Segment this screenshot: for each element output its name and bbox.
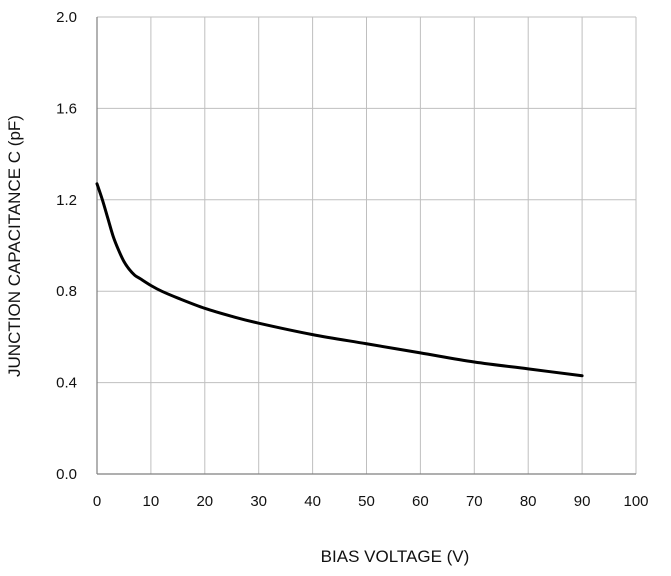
y-tick-label: 1.6 (56, 100, 77, 117)
x-tick-label: 0 (93, 493, 101, 510)
y-tick-label: 0.4 (56, 375, 77, 392)
y-tick-label: 1.2 (56, 192, 77, 209)
grid (96, 16, 637, 475)
x-tick-label: 20 (196, 493, 213, 510)
y-tick-label: 2.0 (56, 9, 77, 26)
x-tick-label: 10 (143, 493, 160, 510)
x-tick-label: 100 (623, 493, 648, 510)
plot-frame (96, 17, 636, 475)
series-layer (95, 182, 584, 378)
y-tick-label: 0.8 (56, 283, 77, 300)
y-tick-labels: 0.0 0.4 0.8 1.2 1.6 2.0 (56, 9, 77, 483)
x-tick-labels: 0 10 20 30 40 50 60 70 80 90 100 (93, 493, 649, 510)
x-tick-label: 90 (574, 493, 591, 510)
x-tick-label: 40 (304, 493, 321, 510)
x-tick-label: 50 (358, 493, 375, 510)
x-tick-label: 80 (520, 493, 537, 510)
y-axis-label: JUNCTION CAPACITANCE C (pF) (5, 115, 24, 377)
capacitance-curve (95, 182, 584, 378)
y-tick-label: 0.0 (56, 466, 77, 483)
x-tick-label: 30 (250, 493, 267, 510)
x-tick-label: 60 (412, 493, 429, 510)
x-axis-label: BIAS VOLTAGE (V) (321, 547, 470, 566)
x-tick-label: 70 (466, 493, 483, 510)
